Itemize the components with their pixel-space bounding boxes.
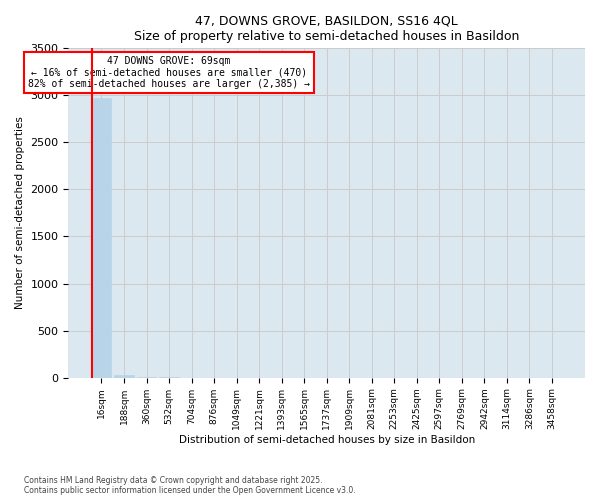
Y-axis label: Number of semi-detached properties: Number of semi-detached properties — [15, 116, 25, 310]
Text: Contains HM Land Registry data © Crown copyright and database right 2025.
Contai: Contains HM Land Registry data © Crown c… — [24, 476, 356, 495]
Bar — [92, 98, 111, 377]
Bar — [115, 375, 134, 378]
Text: 47 DOWNS GROVE: 69sqm
← 16% of semi-detached houses are smaller (470)
82% of sem: 47 DOWNS GROVE: 69sqm ← 16% of semi-deta… — [28, 56, 310, 89]
X-axis label: Distribution of semi-detached houses by size in Basildon: Distribution of semi-detached houses by … — [179, 435, 475, 445]
Title: 47, DOWNS GROVE, BASILDON, SS16 4QL
Size of property relative to semi-detached h: 47, DOWNS GROVE, BASILDON, SS16 4QL Size… — [134, 15, 520, 43]
